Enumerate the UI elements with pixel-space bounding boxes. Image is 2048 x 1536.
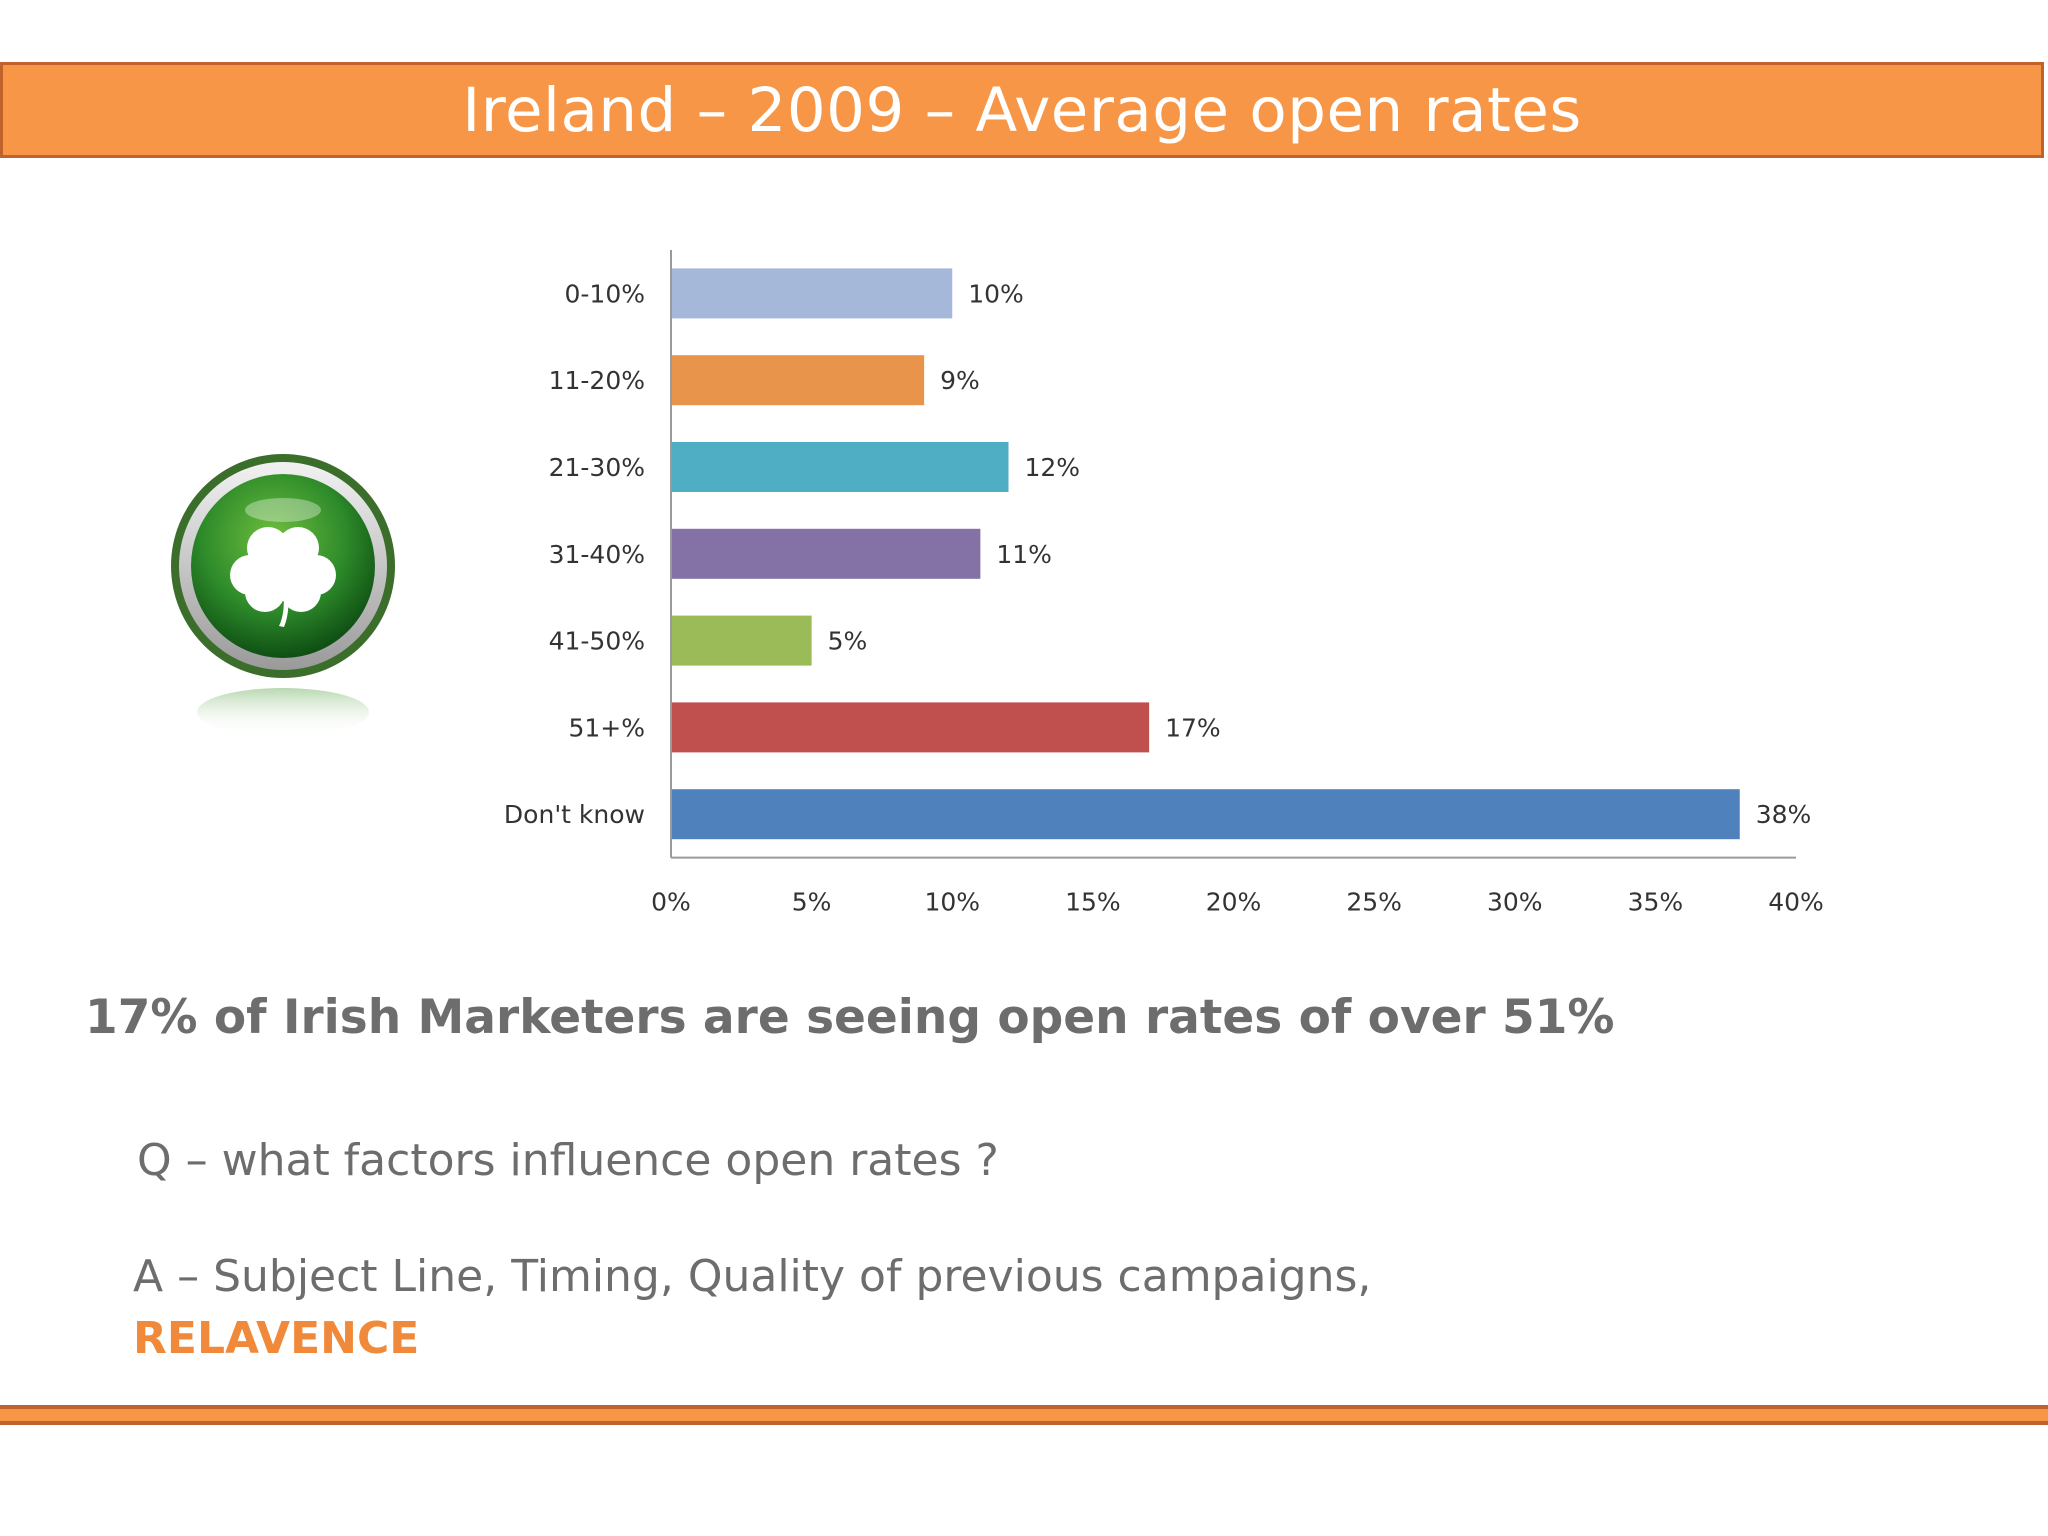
- value-label-5: 17%: [1165, 713, 1221, 742]
- value-label-3: 11%: [996, 540, 1052, 569]
- x-tick-label-1: 5%: [792, 888, 832, 917]
- bar-2: [671, 442, 1009, 492]
- headline-text: 17% of Irish Marketers are seeing open r…: [85, 990, 1615, 1045]
- open-rates-bar-chart: 10% 9% 12% 11% 5% 17% 38% 0-10% 11-20% 21-30% 31-…: [504, 250, 1824, 917]
- footer-bar: [0, 1405, 2048, 1425]
- category-label-0: 0-10%: [565, 279, 646, 308]
- bar-5: [671, 702, 1150, 753]
- bar-3: [671, 528, 981, 579]
- answer-text: A – Subject Line, Timing, Quality of pre…: [133, 1246, 1371, 1370]
- x-tick-label-7: 35%: [1628, 888, 1684, 917]
- x-tick-label-4: 20%: [1206, 888, 1262, 917]
- answer-highlight: RELAVENCE: [133, 1313, 420, 1364]
- value-label-0: 10%: [968, 279, 1024, 308]
- bar-4: [671, 615, 812, 666]
- value-label-1: 9%: [940, 366, 980, 395]
- x-tick-label-8: 40%: [1768, 888, 1824, 917]
- x-tick-label-0: 0%: [651, 888, 691, 917]
- shamrock-icon: [171, 454, 395, 736]
- bars-group: [671, 268, 1740, 840]
- x-tick-label-6: 30%: [1487, 888, 1543, 917]
- question-text: Q – what factors influence open rates ?: [137, 1135, 999, 1186]
- category-label-6: Don't know: [504, 800, 645, 829]
- value-label-6: 38%: [1756, 800, 1812, 829]
- x-tick-label-3: 15%: [1065, 888, 1121, 917]
- value-label-4: 5%: [828, 627, 868, 656]
- category-label-4: 41-50%: [549, 627, 645, 656]
- value-label-2: 12%: [1025, 453, 1081, 482]
- slide-title: Ireland – 2009 – Average open rates: [462, 74, 1582, 146]
- x-tick-labels-group: 0% 5% 10% 15% 20% 25% 30% 35% 40%: [651, 888, 1824, 917]
- title-banner: Ireland – 2009 – Average open rates: [0, 62, 2044, 158]
- category-label-1: 11-20%: [549, 366, 645, 395]
- category-label-3: 31-40%: [549, 540, 645, 569]
- answer-line: A – Subject Line, Timing, Quality of pre…: [133, 1251, 1372, 1302]
- value-labels-group: 10% 9% 12% 11% 5% 17% 38%: [828, 279, 1812, 829]
- x-tick-label-5: 25%: [1346, 888, 1402, 917]
- x-tick-label-2: 10%: [924, 888, 980, 917]
- bar-0: [671, 268, 953, 319]
- category-label-5: 51+%: [568, 713, 645, 742]
- category-labels-group: 0-10% 11-20% 21-30% 31-40% 41-50% 51+% Don't k…: [504, 279, 645, 829]
- category-label-2: 21-30%: [549, 453, 645, 482]
- bar-1: [671, 355, 925, 406]
- bar-6: [671, 789, 1740, 840]
